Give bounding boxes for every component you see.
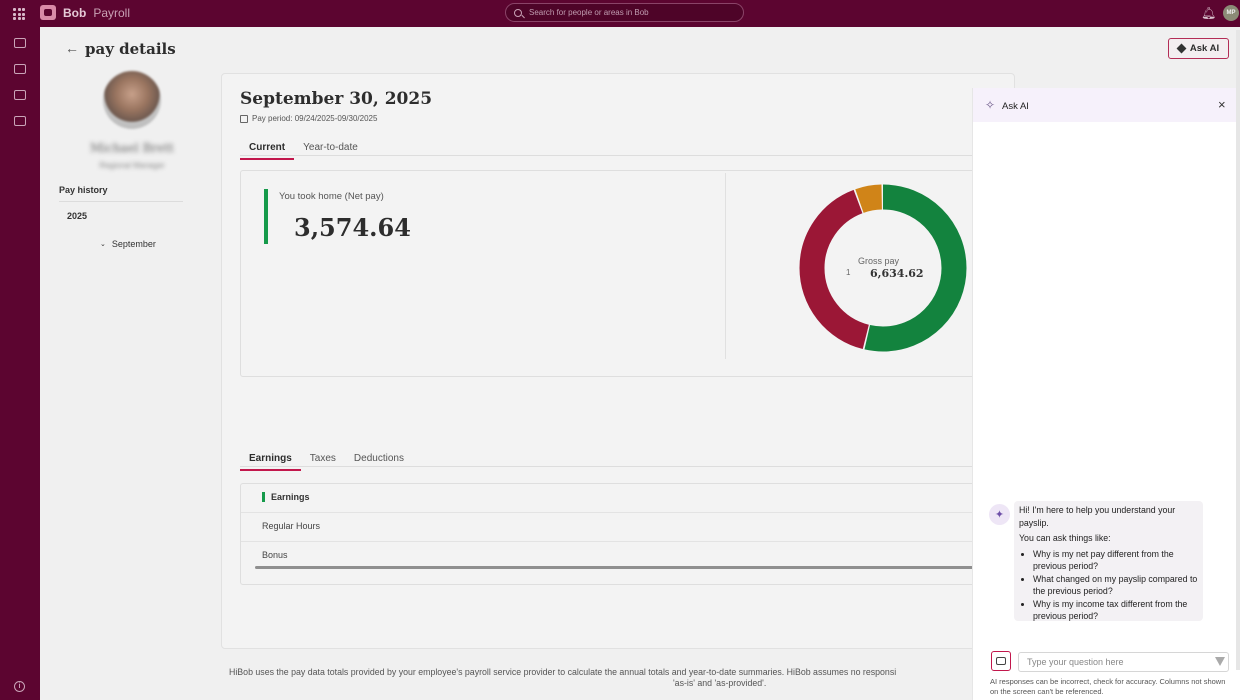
donut-segment-net[interactable] xyxy=(799,184,967,352)
month-label: September xyxy=(111,239,156,249)
pay-period-text: Pay period: 09/24/2025-09/30/2025 xyxy=(252,114,378,123)
ask-ai-button[interactable]: Ask AI xyxy=(1168,38,1229,59)
close-icon[interactable]: × xyxy=(1218,97,1226,112)
brand[interactable]: Bob Payroll xyxy=(40,5,130,20)
user-avatar[interactable]: MP xyxy=(1223,5,1239,21)
info-icon[interactable]: i xyxy=(14,681,25,692)
page-title: pay details xyxy=(85,40,176,58)
period-tabs: Current Year-to-date xyxy=(240,140,367,160)
summary-divider xyxy=(725,173,726,359)
top-bar: Bob Payroll Search for people or areas i… xyxy=(0,0,1240,27)
employee-name: Michael Brett xyxy=(90,141,174,155)
footer-disclaimer-line2: 'as-is' and 'as-provided'. xyxy=(673,678,767,688)
earnings-table xyxy=(240,483,1015,585)
earnings-indicator xyxy=(262,492,265,502)
tab-year-to-date[interactable]: Year-to-date xyxy=(303,142,358,153)
panel-header: ✧ Ask AI × xyxy=(973,88,1240,122)
panel-title: Ask AI xyxy=(1002,101,1029,112)
pay-history-heading: Pay history xyxy=(59,185,108,195)
ai-avatar-icon: ✦ xyxy=(989,504,1010,525)
suggestion-list: Why is my net pay different from the pre… xyxy=(1033,548,1200,623)
gross-pay-prefix: 1 xyxy=(846,268,851,277)
tab-earnings[interactable]: Earnings xyxy=(240,451,301,471)
chevron-down-icon: ⌄ xyxy=(100,241,106,248)
divider xyxy=(59,201,183,202)
payslip-icon[interactable] xyxy=(14,90,26,100)
table-row: Bonus xyxy=(262,550,288,560)
employee-photo xyxy=(103,71,161,129)
ai-greeting: Hi! I'm here to help you understand your… xyxy=(1019,505,1176,528)
money-icon[interactable] xyxy=(14,116,26,126)
net-pay-label: You took home (Net pay) xyxy=(279,191,384,202)
net-pay-indicator xyxy=(264,189,268,244)
employee-role: Regional Manager xyxy=(99,161,165,170)
tab-deductions[interactable]: Deductions xyxy=(353,453,404,464)
suggestion-item[interactable]: Why is my income tax different from the … xyxy=(1033,598,1200,623)
ai-disclaimer: AI responses can be incorrect, check for… xyxy=(990,677,1226,696)
ai-message: Hi! I'm here to help you understand your… xyxy=(1014,501,1203,621)
horizontal-scrollbar[interactable] xyxy=(255,566,1015,569)
suggestion-item[interactable]: Why is my net pay different from the pre… xyxy=(1033,548,1200,573)
tabs-divider xyxy=(240,155,1015,156)
table-row: Regular Hours xyxy=(262,521,321,531)
search-icon xyxy=(514,8,522,17)
search-input[interactable]: Search for people or areas in Bob xyxy=(505,3,744,22)
tabs-divider xyxy=(240,466,1015,467)
bob-logo-icon xyxy=(40,5,56,20)
month-item[interactable]: ⌄ September xyxy=(100,239,156,249)
footer-disclaimer: HiBob uses the pay data totals provided … xyxy=(229,667,897,677)
app-grid-icon[interactable] xyxy=(13,8,25,20)
question-input-box[interactable] xyxy=(1018,652,1229,672)
tab-current[interactable]: Current xyxy=(240,140,295,160)
year-item[interactable]: 2025 xyxy=(67,211,88,221)
row-divider xyxy=(241,512,1014,513)
pay-period: Pay period: 09/24/2025-09/30/2025 xyxy=(240,114,377,123)
payslip-date: September 30, 2025 xyxy=(240,89,433,109)
net-pay-value: 3,574.64 xyxy=(294,213,411,242)
gross-pay-label: Gross pay xyxy=(858,256,900,266)
gross-pay-value: 6,634.62 xyxy=(870,267,924,280)
row-divider xyxy=(241,541,1014,542)
brand-product: Payroll xyxy=(93,5,131,20)
bell-icon[interactable]: 🔔︎ xyxy=(1201,6,1217,20)
breakdown-tabs: Earnings Taxes Deductions xyxy=(240,451,413,471)
documents-icon[interactable] xyxy=(14,64,26,74)
gross-pay-donut[interactable] xyxy=(799,184,967,352)
suggestion-item[interactable]: What changed on my payslip compared to t… xyxy=(1033,573,1200,598)
brand-name: Bob xyxy=(63,5,87,20)
donut-segment-taxes[interactable] xyxy=(799,184,967,352)
sparkle-icon: ✧ xyxy=(985,98,996,112)
search-placeholder: Search for people or areas in Bob xyxy=(529,8,649,17)
vertical-scrollbar[interactable] xyxy=(1236,30,1240,670)
ask-ai-label: Ask AI xyxy=(1189,43,1220,54)
ai-intro: You can ask things like: xyxy=(1019,533,1111,543)
back-arrow-icon[interactable]: ← xyxy=(65,40,79,56)
ask-ai-panel: ✧ Ask AI × ✦ Hi! I'm here to help you un… xyxy=(972,88,1240,700)
feedback-icon[interactable] xyxy=(991,651,1011,671)
left-rail xyxy=(0,27,40,700)
sparkle-icon xyxy=(1176,43,1187,54)
tab-taxes[interactable]: Taxes xyxy=(309,453,336,464)
calendar-icon xyxy=(240,114,248,123)
earnings-heading: Earnings xyxy=(271,492,310,502)
send-icon[interactable] xyxy=(1215,657,1225,666)
briefcase-icon[interactable] xyxy=(14,38,26,48)
question-input[interactable] xyxy=(1027,653,1207,671)
